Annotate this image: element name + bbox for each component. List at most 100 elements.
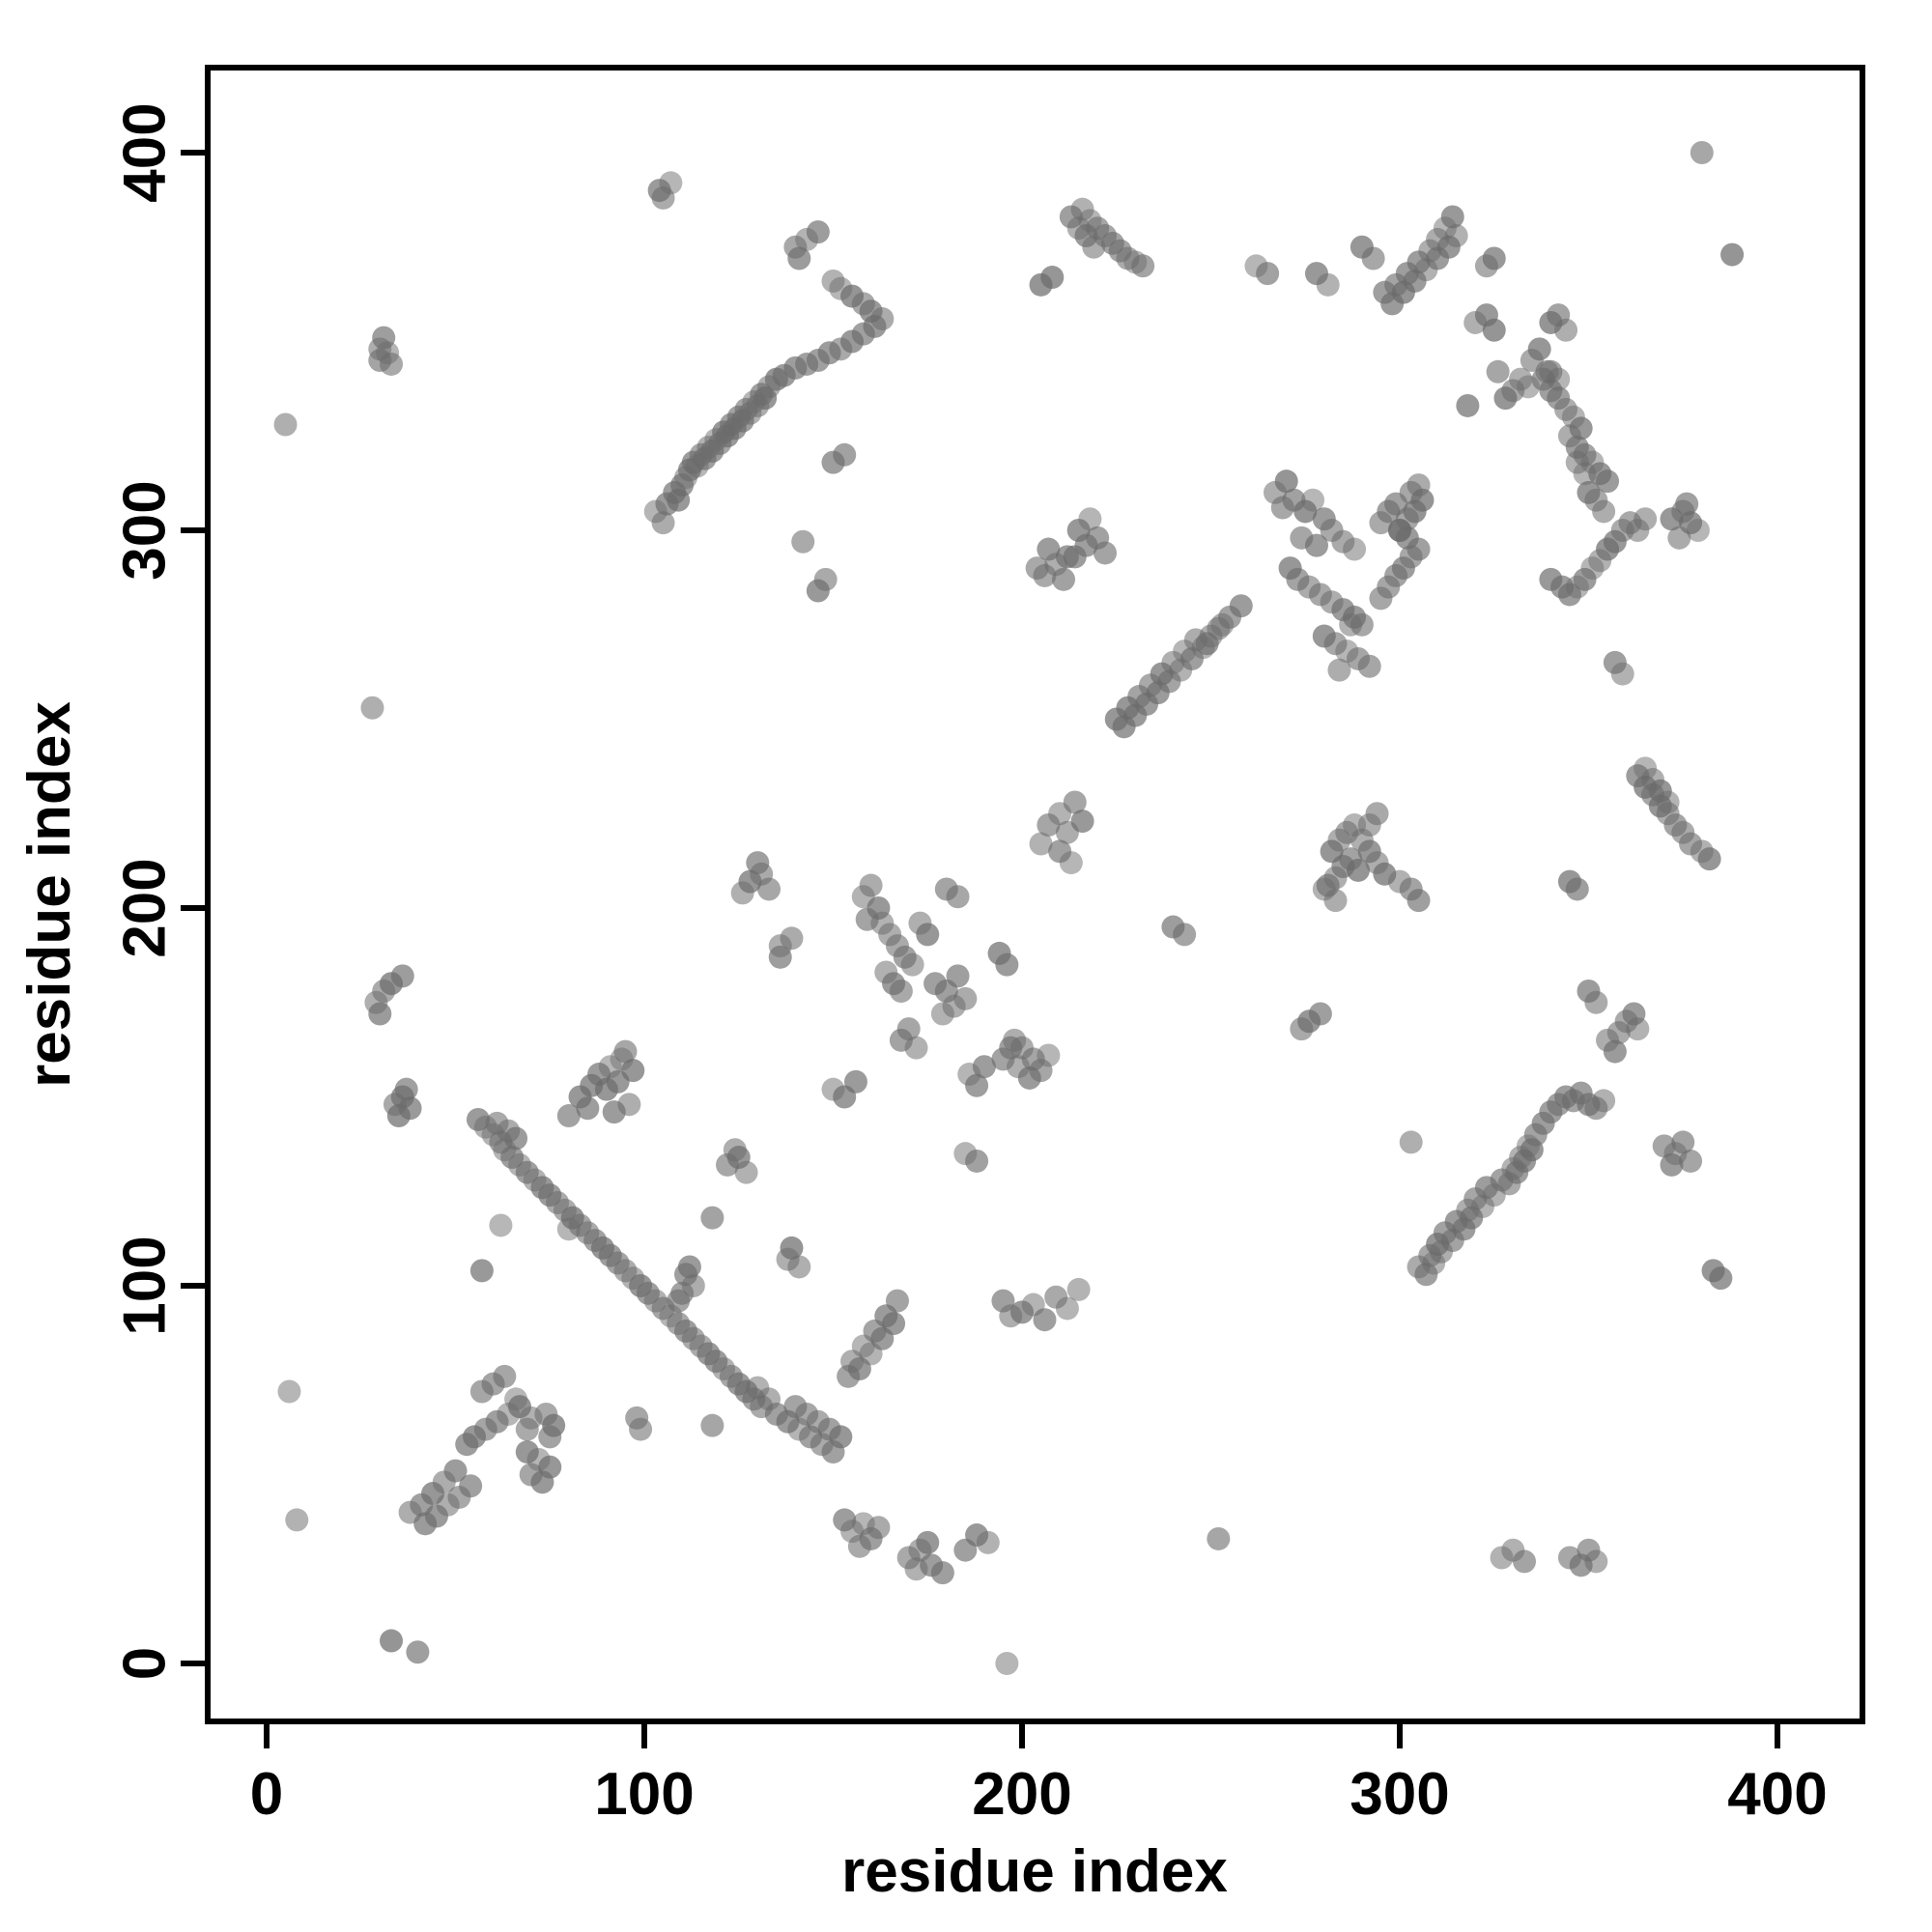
- data-point: [1720, 242, 1745, 267]
- data-point: [1044, 1285, 1068, 1309]
- data-point: [1406, 473, 1431, 497]
- y-tick-label: 300: [112, 480, 179, 580]
- data-point: [1357, 654, 1381, 678]
- data-point: [1270, 496, 1294, 520]
- data-point: [372, 326, 396, 350]
- data-point: [406, 1640, 430, 1664]
- data-point: [1003, 1028, 1027, 1052]
- data-point: [1513, 1549, 1537, 1574]
- data-point: [390, 964, 414, 988]
- data-point: [1361, 246, 1385, 270]
- data-point: [882, 1312, 906, 1336]
- data-point: [972, 1055, 996, 1079]
- data-point: [667, 488, 691, 512]
- y-tick-label: 200: [112, 858, 179, 957]
- data-point: [1207, 1526, 1231, 1550]
- y-axis-tickmarks: [181, 150, 208, 1666]
- data-point: [1690, 141, 1714, 164]
- data-point: [1399, 1130, 1423, 1154]
- data-point: [700, 1206, 724, 1230]
- data-point: [1052, 567, 1076, 591]
- data-point: [1486, 359, 1510, 384]
- data-point: [1686, 519, 1710, 542]
- data-point: [1316, 873, 1340, 897]
- data-point: [466, 1107, 490, 1131]
- data-point: [867, 1516, 891, 1540]
- data-point: [946, 964, 970, 988]
- data-point: [1082, 235, 1106, 259]
- data-point: [1066, 1277, 1091, 1301]
- data-point: [1557, 582, 1581, 607]
- data-point: [1131, 254, 1155, 278]
- data-point: [1569, 416, 1593, 440]
- data-point: [780, 926, 804, 951]
- data-point: [1346, 858, 1370, 882]
- data-point: [1070, 197, 1094, 221]
- data-point: [843, 1069, 867, 1094]
- data-point: [847, 1534, 871, 1558]
- data-point: [1584, 1549, 1608, 1574]
- x-tick-label: 100: [594, 1761, 694, 1828]
- x-axis-tickmarks: [264, 1721, 1780, 1748]
- data-point: [1565, 450, 1589, 474]
- y-axis-title: residue index: [16, 701, 83, 1088]
- data-point: [859, 299, 883, 324]
- data-point: [459, 1474, 483, 1498]
- data-point: [556, 1217, 581, 1241]
- data-point: [813, 567, 838, 591]
- data-point: [556, 1104, 581, 1128]
- data-point: [942, 994, 966, 1018]
- data-point: [1573, 462, 1597, 486]
- x-tick-label: 300: [1350, 1761, 1449, 1828]
- data-point: [1304, 533, 1328, 557]
- y-tick-label: 0: [112, 1647, 179, 1680]
- data-point: [1055, 1296, 1079, 1321]
- data-point: [874, 960, 898, 984]
- data-point: [1406, 889, 1431, 913]
- data-point: [277, 1379, 301, 1404]
- data-point: [1667, 526, 1691, 550]
- data-point: [677, 1255, 701, 1279]
- data-point: [995, 1652, 1019, 1675]
- data-point: [783, 1395, 808, 1419]
- data-point: [485, 1409, 509, 1434]
- data-point: [768, 945, 792, 969]
- data-point: [829, 1425, 853, 1449]
- data-point: [534, 1402, 558, 1426]
- data-point: [530, 1470, 554, 1494]
- data-point: [1078, 507, 1102, 531]
- data-point: [1592, 499, 1616, 524]
- data-point: [360, 696, 384, 720]
- data-point: [455, 1433, 479, 1457]
- data-point: [1025, 556, 1049, 581]
- data-point: [946, 885, 970, 909]
- data-point: [613, 1039, 638, 1064]
- data-point: [1395, 526, 1419, 550]
- data-point: [780, 1236, 804, 1260]
- data-point: [787, 1255, 811, 1279]
- data-point: [504, 1387, 528, 1411]
- data-point: [787, 246, 811, 270]
- data-point: [730, 881, 754, 905]
- data-point: [1063, 545, 1087, 569]
- data-point: [485, 1111, 509, 1135]
- data-point: [386, 1104, 411, 1128]
- data-point: [273, 412, 298, 437]
- data-point: [833, 1508, 857, 1532]
- data-point: [900, 952, 924, 977]
- data-point: [1290, 1017, 1314, 1041]
- data-point: [1059, 851, 1083, 875]
- data-point: [1327, 658, 1351, 682]
- data-point: [1173, 923, 1197, 947]
- x-axis-tick-labels: 0 100 200 300 400: [250, 1761, 1828, 1828]
- plot-frame: [205, 65, 1865, 1724]
- data-point: [1697, 847, 1721, 871]
- data-point: [791, 529, 815, 554]
- data-point: [1520, 1138, 1544, 1162]
- data-point: [904, 1557, 928, 1581]
- data-point: [746, 1376, 770, 1400]
- data-point: [987, 941, 1011, 965]
- data-point: [651, 511, 675, 535]
- data-point: [1565, 877, 1589, 901]
- data-point: [1179, 646, 1204, 670]
